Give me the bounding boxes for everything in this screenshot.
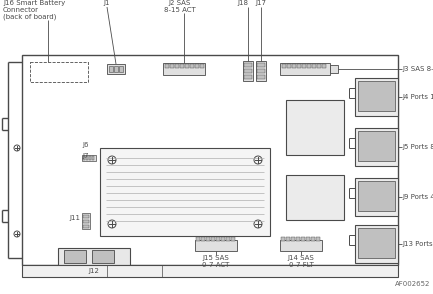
Bar [280,63,330,75]
Bar [231,237,235,241]
Bar [244,63,252,67]
Bar [170,64,174,68]
Bar [291,237,295,241]
Text: J4 Ports 12-15: J4 Ports 12-15 [402,94,433,100]
Bar [119,66,123,72]
Bar [296,237,300,241]
Bar [83,215,89,218]
Bar [286,100,344,155]
Text: J15 SAS
0-7 ACT: J15 SAS 0-7 ACT [202,255,229,268]
Bar [317,64,321,68]
Bar [216,237,220,241]
Text: J16 Smart Battery
Connector
(back of board): J16 Smart Battery Connector (back of boa… [3,0,65,21]
Bar [211,237,215,241]
Bar [83,225,89,228]
Bar [107,64,125,74]
Bar [286,237,290,241]
Bar [92,156,94,160]
Bar [322,64,326,68]
Bar [244,75,252,79]
Text: J9 Ports 4-7: J9 Ports 4-7 [402,194,433,200]
Bar [58,248,130,265]
Bar [355,178,398,216]
Bar [302,64,306,68]
Bar [355,128,398,166]
Bar [244,69,252,73]
Bar [358,181,395,211]
Bar [257,69,265,73]
Bar [257,75,265,79]
Bar [355,78,398,116]
Bar [307,64,311,68]
Bar [114,66,118,72]
Bar [281,237,285,241]
Bar [175,64,179,68]
Bar [82,155,96,161]
Bar [206,237,210,241]
Bar [195,64,199,68]
Bar [163,63,205,75]
Bar [86,156,88,160]
Bar [100,148,270,236]
Text: J11: J11 [69,215,80,221]
Text: J1: J1 [104,0,110,6]
Bar [22,55,398,265]
Text: J3 SAS 8-15 FLT: J3 SAS 8-15 FLT [402,66,433,72]
Bar [280,240,322,251]
Bar [83,220,89,223]
Text: J5 Ports 8-11: J5 Ports 8-11 [402,144,433,150]
Bar [83,156,85,160]
Bar [89,156,91,160]
Bar [316,237,320,241]
Text: J17: J17 [255,0,266,6]
Text: J14 SAS
0-7 FLT: J14 SAS 0-7 FLT [288,255,314,268]
Text: AF002652: AF002652 [394,281,430,287]
Bar [195,240,237,251]
Bar [306,237,310,241]
Bar [221,237,225,241]
Text: J12: J12 [89,268,100,274]
Text: J13 Ports 0-3: J13 Ports 0-3 [402,241,433,247]
Bar [287,64,291,68]
Bar [286,175,344,220]
Bar [92,250,114,263]
Bar [226,237,230,241]
Bar [185,64,189,68]
Bar [358,131,395,161]
Bar [355,225,398,263]
Bar [257,63,265,67]
Bar [292,64,296,68]
Bar [312,64,316,68]
Bar [243,61,253,81]
Bar [64,250,86,263]
Bar [358,81,395,111]
Bar [301,237,305,241]
Bar [109,66,113,72]
Text: J7: J7 [82,153,88,159]
Bar [180,64,184,68]
Text: J2 SAS
8-15 ACT: J2 SAS 8-15 ACT [164,0,196,13]
Bar [330,65,338,73]
Bar [201,237,205,241]
Bar [200,64,204,68]
Bar [30,62,88,82]
Bar [22,265,398,277]
Text: J18: J18 [237,0,249,6]
Bar [282,64,286,68]
Bar [256,61,266,81]
Text: J6: J6 [82,142,88,148]
Bar [196,237,200,241]
Bar [82,213,90,229]
Bar [165,64,169,68]
Bar [297,64,301,68]
Bar [358,228,395,258]
Bar [190,64,194,68]
Bar [311,237,315,241]
